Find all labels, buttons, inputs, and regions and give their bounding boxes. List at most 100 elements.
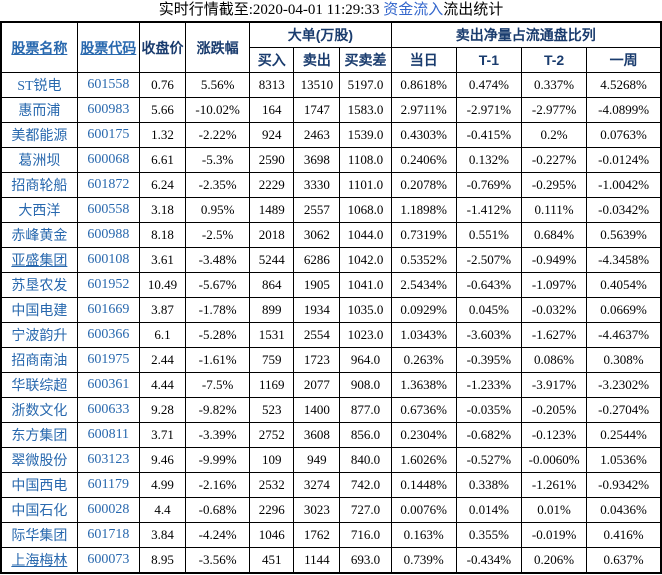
- net-sell-day-cell: 0.739%: [390, 547, 457, 574]
- close-price-cell: 6.61: [138, 147, 187, 173]
- stock-code-cell[interactable]: 600175: [76, 122, 140, 148]
- net-sell-day-cell: 0.8618%: [390, 72, 457, 98]
- stock-name-cell[interactable]: 大西洋: [0, 197, 78, 223]
- stock-name-cell[interactable]: 美都能源: [0, 122, 78, 148]
- net-sell-day-cell: 2.5434%: [390, 272, 457, 298]
- stock-code-cell[interactable]: 600988: [76, 222, 140, 248]
- stock-name-cell[interactable]: 招商南油: [0, 347, 78, 373]
- stock-code-cell[interactable]: 600028: [76, 497, 140, 523]
- net-sell-t2-cell: -0.949%: [520, 247, 588, 273]
- sell-volume-cell: 3023: [293, 497, 341, 523]
- stock-name-cell[interactable]: 惠而浦: [0, 97, 78, 123]
- buy-sell-diff-cell: 727.0: [339, 497, 392, 523]
- sell-volume-cell: 1934: [293, 297, 341, 323]
- stock-name-cell[interactable]: 华联综超: [0, 372, 78, 398]
- buy-volume-cell: 2296: [249, 497, 295, 523]
- column-header-stock-code[interactable]: 股票代码: [76, 21, 140, 73]
- stock-code-cell[interactable]: 601975: [76, 347, 140, 373]
- buy-sell-diff-cell: 1023.0: [339, 322, 392, 348]
- stock-name-cell[interactable]: 赤峰黄金: [0, 222, 78, 248]
- buy-volume-cell: 2229: [249, 172, 295, 198]
- net-sell-day-cell: 1.1898%: [390, 197, 457, 223]
- net-sell-t2-cell: 0.01%: [520, 497, 588, 523]
- change-pct-cell: -2.22%: [185, 122, 251, 148]
- change-pct-cell: -7.5%: [185, 372, 251, 398]
- stock-code-cell[interactable]: 600068: [76, 147, 140, 173]
- stock-name-cell[interactable]: 浙数文化: [0, 397, 78, 423]
- net-sell-week-cell: 0.0763%: [586, 122, 662, 148]
- buy-sell-diff-cell: 877.0: [339, 397, 392, 423]
- stock-name-cell[interactable]: 际华集团: [0, 522, 78, 548]
- net-sell-week-cell: -0.0124%: [586, 147, 662, 173]
- fund-inflow-link[interactable]: 资金流入: [383, 2, 444, 18]
- stock-name-cell[interactable]: 苏垦农发: [0, 272, 78, 298]
- stock-name-link[interactable]: 上海梅林: [11, 554, 68, 569]
- net-sell-day-cell: 0.0076%: [390, 497, 457, 523]
- change-pct-cell: -0.68%: [185, 497, 251, 523]
- stock-name-cell[interactable]: 中国西电: [0, 472, 78, 498]
- stock-name-cell[interactable]: 招商轮船: [0, 172, 78, 198]
- sell-volume-cell: 1400: [293, 397, 341, 423]
- table-row: 中国石化 600028 4.4 -0.68% 2296 3023 727.0 0…: [0, 497, 662, 523]
- change-pct-cell: 0.95%: [185, 197, 251, 223]
- net-sell-t2-cell: 0.2%: [520, 122, 588, 148]
- buy-sell-diff-cell: 1539.0: [339, 122, 392, 148]
- stock-name-cell[interactable]: 翠微股份: [0, 447, 78, 473]
- table-row: 亚盛集团 600108 3.61 -3.48% 5244 6286 1042.0…: [0, 247, 662, 273]
- stock-name-cell[interactable]: 亚盛集团: [0, 247, 78, 273]
- net-sell-week-cell: -1.0042%: [586, 172, 662, 198]
- stock-code-cell[interactable]: 600811: [76, 422, 140, 448]
- column-group-large-orders: 大单(万股): [249, 21, 392, 48]
- sell-volume-cell: 3062: [293, 222, 341, 248]
- net-sell-week-cell: -0.9342%: [586, 472, 662, 498]
- table-row: 葛洲坝 600068 6.61 -5.3% 2590 3698 1108.0 0…: [0, 147, 662, 173]
- sell-volume-cell: 1905: [293, 272, 341, 298]
- net-sell-t1-cell: 0.014%: [455, 497, 522, 523]
- stock-code-cell[interactable]: 601179: [76, 472, 140, 498]
- stock-name-cell[interactable]: 中国电建: [0, 297, 78, 323]
- stock-code-cell[interactable]: 600108: [76, 247, 140, 273]
- stock-name-cell[interactable]: 东方集团: [0, 422, 78, 448]
- change-pct-cell: -5.28%: [185, 322, 251, 348]
- stock-code-cell[interactable]: 603123: [76, 447, 140, 473]
- column-header-t2: T-2: [520, 47, 588, 73]
- header-row-top: 股票名称 股票代码 收盘价 涨跌幅 大单(万股) 卖出净量占流通盘比列: [0, 21, 662, 73]
- stock-name-cell[interactable]: 葛洲坝: [0, 147, 78, 173]
- stock-name-cell[interactable]: ST锐电: [0, 72, 78, 98]
- stock-code-cell[interactable]: 601952: [76, 272, 140, 298]
- stock-code-cell[interactable]: 601718: [76, 522, 140, 548]
- net-sell-day-cell: 0.5352%: [390, 247, 457, 273]
- change-pct-cell: -2.16%: [185, 472, 251, 498]
- buy-volume-cell: 1169: [249, 372, 295, 398]
- net-sell-t2-cell: -0.0060%: [520, 447, 588, 473]
- net-sell-week-cell: -0.2704%: [586, 397, 662, 423]
- stock-name-link[interactable]: 亚盛集团: [11, 254, 68, 269]
- stock-code-cell[interactable]: 601872: [76, 172, 140, 198]
- stock-code-cell[interactable]: 600366: [76, 322, 140, 348]
- stock-code-cell[interactable]: 601669: [76, 297, 140, 323]
- column-header-day: 当日: [390, 47, 457, 73]
- table-row: 翠微股份 603123 9.46 -9.99% 109 949 840.0 1.…: [0, 447, 662, 473]
- net-sell-day-cell: 0.2304%: [390, 422, 457, 448]
- stock-code-cell[interactable]: 600073: [76, 547, 140, 574]
- stock-code-cell[interactable]: 600558: [76, 197, 140, 223]
- buy-sell-diff-cell: 5197.0: [339, 72, 392, 98]
- stock-code-cell[interactable]: 600633: [76, 397, 140, 423]
- buy-volume-cell: 1046: [249, 522, 295, 548]
- table-row: 宁波韵升 600366 6.1 -5.28% 1531 2554 1023.0 …: [0, 322, 662, 348]
- stock-code-cell[interactable]: 600983: [76, 97, 140, 123]
- stock-name-cell[interactable]: 宁波韵升: [0, 322, 78, 348]
- buy-sell-diff-cell: 1041.0: [339, 272, 392, 298]
- net-sell-t1-cell: -0.395%: [455, 347, 522, 373]
- stock-name-cell[interactable]: 中国石化: [0, 497, 78, 523]
- stock-code-cell[interactable]: 600361: [76, 372, 140, 398]
- stock-code-cell[interactable]: 601558: [76, 72, 140, 98]
- column-header-stock-name[interactable]: 股票名称: [0, 21, 78, 73]
- net-sell-t2-cell: -2.977%: [520, 97, 588, 123]
- buy-volume-cell: 864: [249, 272, 295, 298]
- stock-name-cell[interactable]: 上海梅林: [0, 547, 78, 574]
- change-pct-cell: -3.39%: [185, 422, 251, 448]
- column-header-buy-sell-diff: 买卖差: [339, 47, 392, 73]
- net-sell-t2-cell: 0.086%: [520, 347, 588, 373]
- buy-sell-diff-cell: 1101.0: [339, 172, 392, 198]
